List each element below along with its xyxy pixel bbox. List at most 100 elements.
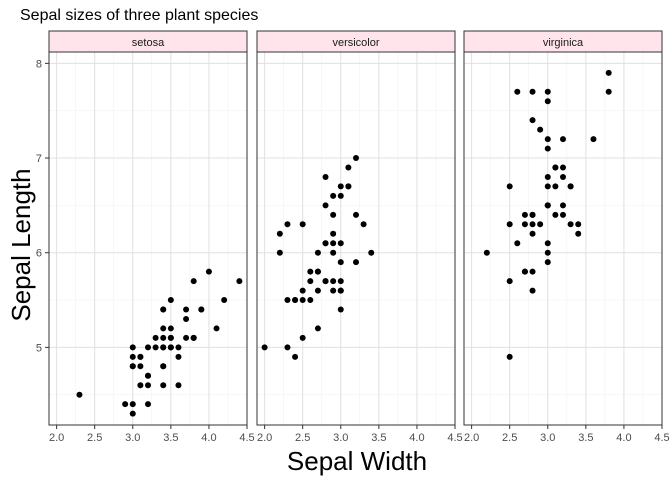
- data-point: [345, 164, 352, 171]
- data-point: [276, 230, 283, 237]
- data-point: [160, 325, 167, 332]
- data-point: [160, 306, 167, 313]
- panel-setosa: setosa 2.0 2.5 3.0 3.5 4.0 4.5: [48, 30, 255, 444]
- data-point: [506, 221, 513, 228]
- x-tick-label: 3.0: [333, 432, 348, 444]
- data-point: [605, 69, 612, 76]
- data-point: [529, 88, 536, 95]
- data-point: [529, 117, 536, 124]
- data-point: [560, 173, 566, 180]
- data-point: [198, 306, 205, 313]
- x-tick-label: 2.0: [464, 432, 479, 444]
- data-point: [353, 155, 359, 162]
- y-tick-label: 5: [36, 342, 42, 354]
- data-point: [514, 240, 521, 247]
- data-point: [129, 353, 136, 360]
- data-point: [322, 202, 329, 209]
- data-point: [529, 230, 536, 237]
- data-point: [213, 325, 220, 332]
- data-point: [205, 268, 212, 275]
- data-point: [145, 382, 151, 389]
- data-point: [160, 363, 167, 370]
- data-point: [152, 334, 159, 341]
- data-point: [314, 287, 321, 294]
- data-point: [506, 353, 513, 360]
- data-point: [483, 249, 490, 256]
- data-point: [337, 240, 344, 247]
- x-tick-label: 4.0: [201, 432, 216, 444]
- data-point: [299, 221, 306, 228]
- data-point: [137, 382, 144, 389]
- data-point: [544, 145, 551, 152]
- data-point: [322, 173, 329, 180]
- x-axis-title: Sepal Width: [287, 446, 427, 476]
- x-tick-label: 4.5: [447, 432, 462, 444]
- data-point: [521, 221, 528, 228]
- data-point: [284, 344, 291, 351]
- data-point: [221, 297, 228, 304]
- data-point: [145, 372, 151, 379]
- y-tick-label: 7: [36, 153, 42, 165]
- data-point: [175, 353, 182, 360]
- panel-background: [257, 52, 455, 425]
- data-point: [529, 268, 536, 275]
- data-point: [567, 221, 574, 228]
- data-point: [544, 88, 551, 95]
- data-point: [175, 382, 182, 389]
- data-point: [330, 192, 337, 199]
- facet-strip: [463, 30, 663, 53]
- data-point: [544, 173, 551, 180]
- data-point: [160, 382, 167, 389]
- data-point: [122, 401, 129, 408]
- data-point: [160, 334, 167, 341]
- data-point: [129, 363, 136, 370]
- x-tick-label: 3.5: [371, 432, 386, 444]
- data-point: [560, 164, 566, 171]
- facet-strip-label: setosa: [132, 37, 165, 49]
- panels-group: setosa 2.0 2.5 3.0 3.5 4.0 4.5 versicolor 2.0 2.5…: [36, 30, 670, 444]
- data-point: [575, 221, 582, 228]
- facet-strip-label: virginica: [543, 37, 584, 49]
- data-point: [167, 334, 174, 341]
- data-point: [521, 268, 528, 275]
- data-point: [276, 249, 283, 256]
- data-point: [552, 164, 559, 171]
- data-point: [544, 259, 551, 266]
- data-point: [167, 297, 174, 304]
- data-point: [560, 211, 566, 218]
- y-tick-label: 6: [36, 248, 42, 260]
- data-point: [314, 249, 321, 256]
- data-point: [292, 353, 299, 360]
- x-tick-label: 4.0: [409, 432, 424, 444]
- data-point: [337, 259, 344, 266]
- data-point: [552, 211, 559, 218]
- data-point: [506, 278, 513, 285]
- facet-strip: [256, 30, 456, 53]
- data-point: [529, 221, 536, 228]
- data-point: [330, 230, 337, 237]
- data-point: [605, 88, 612, 95]
- x-tick-label: 2.5: [295, 432, 310, 444]
- data-point: [167, 344, 174, 351]
- data-point: [183, 315, 190, 322]
- data-point: [299, 297, 306, 304]
- data-point: [307, 278, 314, 285]
- data-point: [337, 183, 344, 190]
- data-point: [560, 202, 566, 209]
- data-point: [529, 287, 536, 294]
- data-point: [190, 278, 197, 285]
- data-point: [292, 297, 299, 304]
- y-tick-label: 8: [36, 58, 42, 70]
- data-point: [544, 202, 551, 209]
- data-point: [284, 221, 291, 228]
- panel-versicolor: versicolor 2.0 2.5 3.0 3.5 4.0 4.5: [256, 30, 463, 444]
- panel-background: [464, 52, 662, 425]
- x-tick-label: 2.5: [87, 432, 102, 444]
- data-point: [506, 183, 513, 190]
- data-point: [261, 344, 268, 351]
- data-point: [129, 401, 136, 408]
- data-point: [337, 278, 344, 285]
- data-point: [145, 344, 151, 351]
- data-point: [236, 278, 243, 285]
- data-point: [190, 334, 197, 341]
